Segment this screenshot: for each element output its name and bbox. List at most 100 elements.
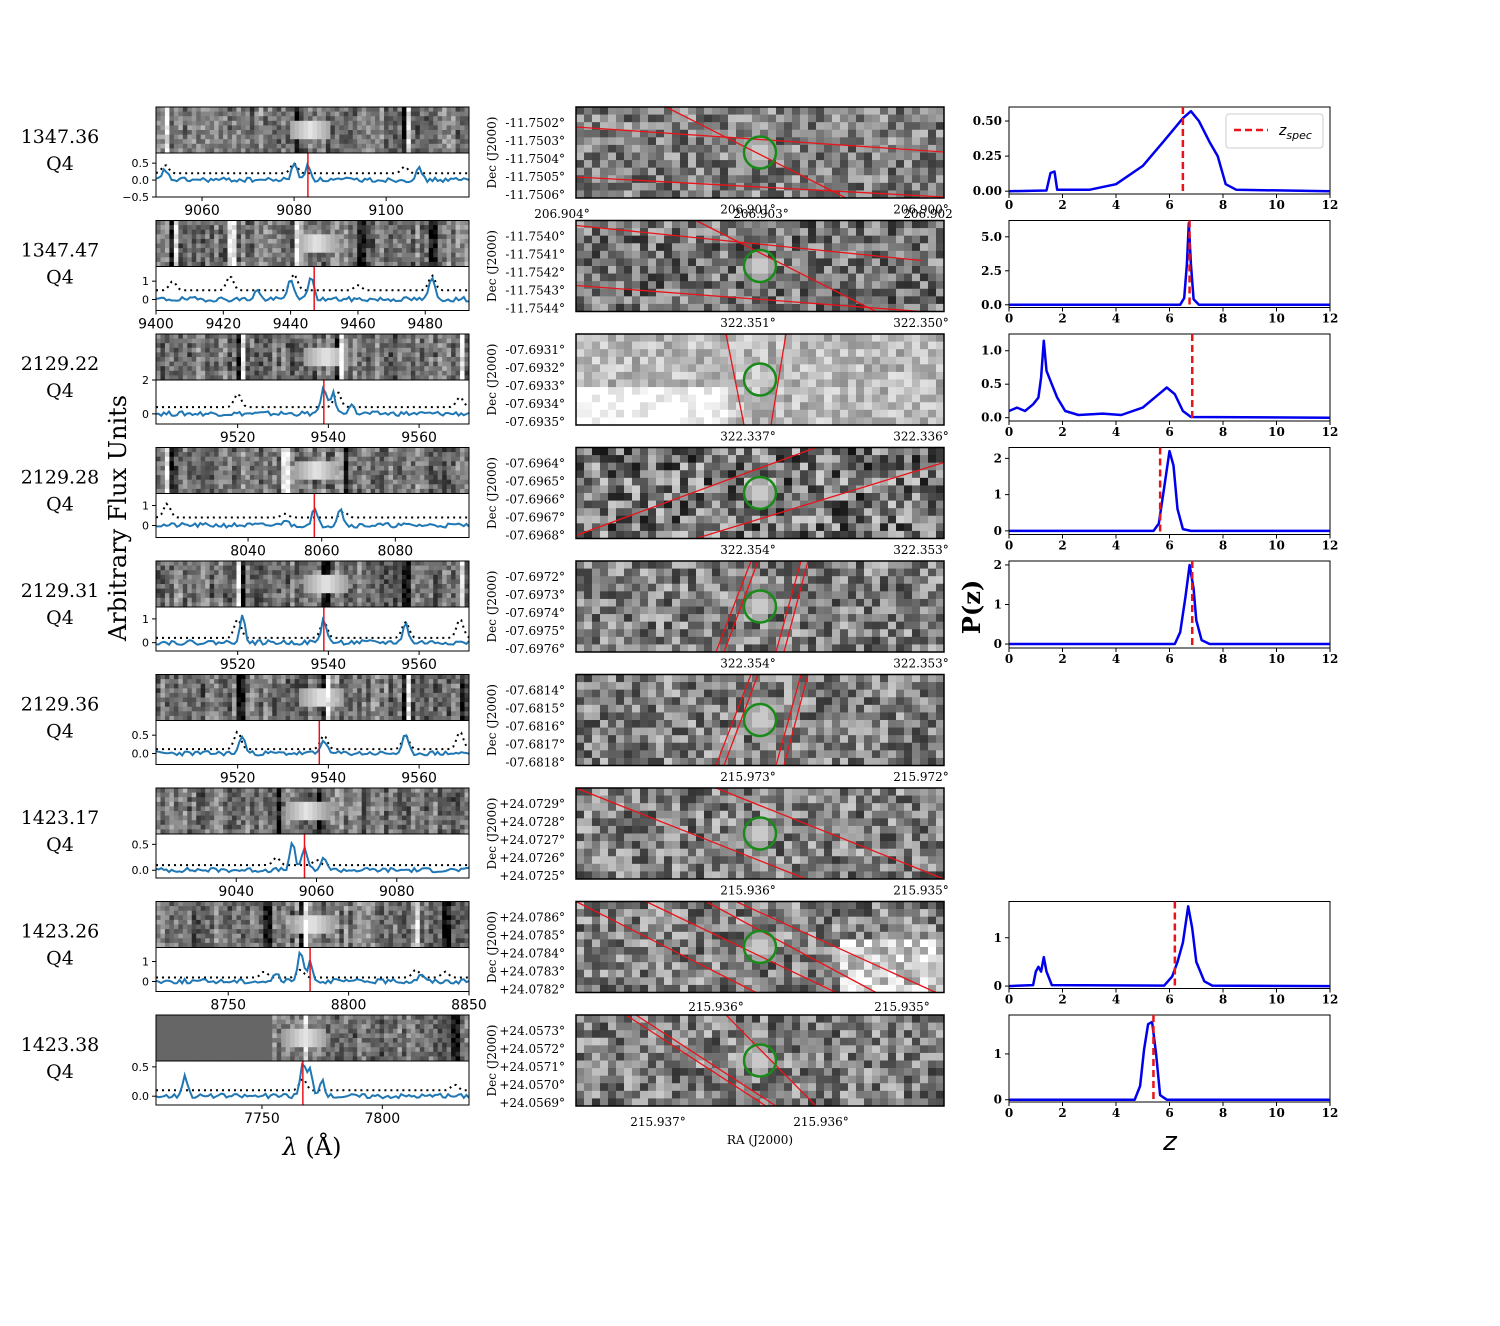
strip-pixel	[299, 252, 305, 258]
strip-pixel	[227, 479, 233, 485]
cutout-pixel	[808, 409, 817, 418]
cutout-pixel	[920, 220, 929, 229]
strip-pixel	[245, 488, 251, 494]
strip-pixel	[294, 220, 300, 226]
strip-pixel	[415, 479, 421, 485]
cutout-pixel	[688, 266, 697, 275]
strip-pixel	[209, 234, 215, 240]
strip-pixel	[303, 111, 309, 117]
strip-pixel	[410, 116, 416, 122]
cutout-pixel	[632, 160, 641, 169]
cutout-pixel	[576, 175, 585, 184]
cutout-pixel	[576, 220, 585, 229]
strip-pixel	[285, 488, 291, 494]
cutout-pixel	[576, 129, 585, 138]
cutout-pixel	[696, 379, 705, 388]
cutout-pixel	[680, 296, 689, 305]
strip-pixel	[227, 488, 233, 494]
cutout-pixel	[608, 379, 617, 388]
cutout-pixel	[912, 144, 921, 153]
cutout-pixel	[728, 409, 737, 418]
strip-pixel	[290, 370, 296, 376]
strip-pixel	[209, 447, 215, 453]
cutout-pixel	[632, 250, 641, 259]
cutout-pixel	[656, 364, 665, 373]
strip-pixel	[384, 361, 390, 367]
cutout-pixel	[784, 371, 793, 380]
cutout-pixel	[640, 144, 649, 153]
strip-pixel	[303, 107, 309, 113]
strip-pixel	[249, 338, 255, 344]
cutout-pixel	[616, 387, 625, 396]
strip-pixel	[464, 116, 470, 122]
cutout-pixel	[856, 402, 865, 411]
strip-pixel	[334, 225, 340, 231]
strip-pixel	[388, 343, 394, 349]
cutout-pixel	[832, 190, 841, 199]
strip-pixel	[433, 116, 439, 122]
strip-pixel	[263, 120, 269, 126]
cutout-pixel	[768, 122, 777, 131]
cutout-pixel	[672, 387, 681, 396]
cutout-pixel	[728, 122, 737, 131]
cutout-pixel	[712, 122, 721, 131]
cutout-pixel	[672, 364, 681, 373]
strip-pixel	[401, 148, 407, 154]
strip-pixel	[254, 139, 260, 145]
cutout-pixel	[664, 341, 673, 350]
strip-pixel	[357, 357, 363, 363]
cutout-pixel	[744, 447, 753, 456]
strip-pixel	[240, 375, 246, 381]
strip-pixel	[366, 220, 372, 226]
strip-pixel	[173, 361, 179, 367]
strip-pixel	[263, 461, 269, 467]
cutout-pixel	[760, 417, 769, 426]
strip-pixel	[173, 148, 179, 154]
cutout-pixel	[840, 266, 849, 275]
strip-pixel	[178, 220, 184, 226]
cutout-pixel	[872, 235, 881, 244]
strip-pixel	[384, 447, 390, 453]
cutout-pixel	[688, 182, 697, 191]
strip-pixel	[397, 357, 403, 363]
cutout-pixel	[904, 387, 913, 396]
slit-outline	[575, 176, 945, 198]
cutout-pixel	[792, 175, 801, 184]
strip-pixel	[397, 139, 403, 145]
strip-pixel	[245, 120, 251, 126]
cutout-pixel	[736, 349, 745, 358]
cutout-pixel	[824, 182, 833, 191]
cutout-pixel	[616, 364, 625, 373]
strip-pixel	[205, 111, 211, 117]
cutout-pixel	[728, 470, 737, 479]
cutout-pixel	[744, 167, 753, 176]
strip-pixel	[209, 465, 215, 471]
cutout-pixel	[632, 266, 641, 275]
cutout-pixel	[648, 402, 657, 411]
strip-pixel	[223, 107, 229, 113]
cutout-pixel	[600, 447, 609, 456]
strip-pixel	[330, 243, 336, 249]
strip-pixel	[316, 252, 322, 258]
dec-tick-label: -11.7504°	[505, 152, 565, 166]
cutout-pixel	[816, 417, 825, 426]
strip-pixel	[419, 456, 425, 462]
strip-pixel	[357, 361, 363, 367]
strip-pixel	[303, 125, 309, 131]
cutout-pixel	[736, 379, 745, 388]
strip-pixel	[263, 143, 269, 149]
strip-pixel	[218, 148, 224, 154]
cutout-pixel	[728, 477, 737, 486]
strip-pixel	[433, 461, 439, 467]
strip-pixel	[173, 229, 179, 235]
cutout-pixel	[592, 334, 601, 343]
strip-pixel	[361, 229, 367, 235]
strip-pixel	[164, 488, 170, 494]
strip-pixel	[424, 107, 430, 113]
strip-pixel	[164, 107, 170, 113]
strip-pixel	[428, 111, 434, 117]
strip-pixel	[357, 238, 363, 244]
strip-pixel	[240, 470, 246, 476]
strip-pixel	[218, 488, 224, 494]
pz-xtick-label: 0	[1005, 198, 1013, 212]
